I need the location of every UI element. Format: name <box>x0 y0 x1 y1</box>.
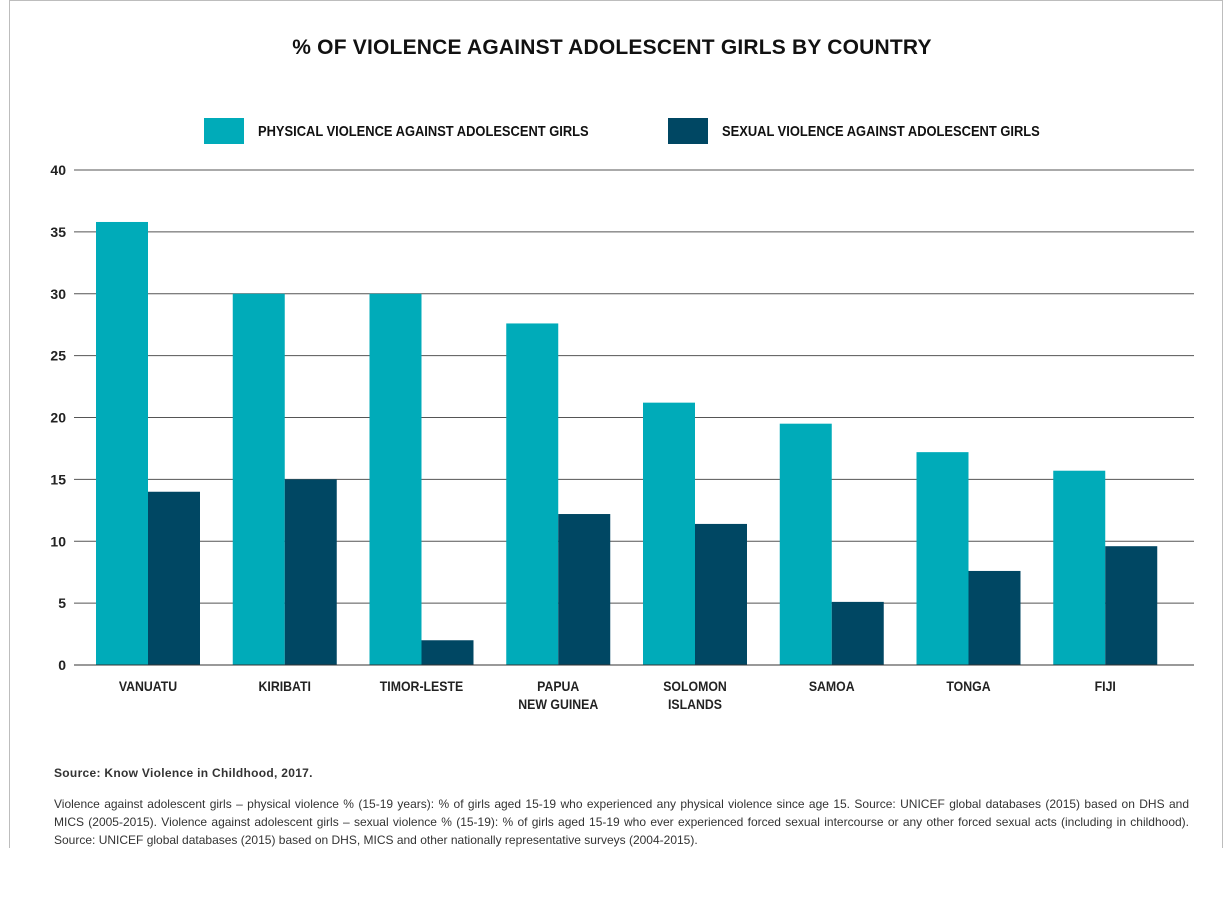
legend-swatch-sexual <box>668 118 708 144</box>
bar-chart: 0 5 10 15 20 25 30 35 40 VANUATU KIRIBATI TIMOR-LES… <box>50 162 1194 712</box>
chart-frame <box>9 0 1223 848</box>
y-tick-label: 40 <box>50 162 66 178</box>
x-tick-label: NEW GUINEA <box>518 696 598 712</box>
bar-physical <box>506 323 559 665</box>
bar-physical <box>1053 470 1106 665</box>
bar-sexual <box>148 491 200 665</box>
y-tick-label: 35 <box>50 224 66 240</box>
legend-label-sexual: SEXUAL VIOLENCE AGAINST ADOLESCENT GIRLS <box>722 122 1040 140</box>
bar-sexual <box>1105 546 1158 665</box>
x-tick-label: TIMOR-LESTE <box>380 678 464 694</box>
bar-sexual <box>695 523 747 665</box>
y-tick-label: 20 <box>50 410 66 426</box>
bar-sexual <box>558 514 611 665</box>
bar-physical <box>96 221 148 665</box>
bar-sexual <box>968 570 1021 665</box>
x-tick-label: KIRIBATI <box>259 678 311 694</box>
x-tick-label: FIJI <box>1095 678 1116 694</box>
bar-physical <box>916 452 969 665</box>
y-tick-label: 25 <box>50 348 66 364</box>
x-tick-label: TONGA <box>946 678 991 694</box>
bar-sexual <box>284 479 337 665</box>
bar-physical <box>779 423 832 665</box>
legend-item-physical: PHYSICAL VIOLENCE AGAINST ADOLESCENT GIR… <box>204 118 642 144</box>
x-tick-label: ISLANDS <box>668 696 722 712</box>
y-tick-label: 5 <box>58 595 66 611</box>
x-tick-label: SOLOMON <box>663 678 727 694</box>
bar-sexual <box>831 601 884 665</box>
x-tick-label: SAMOA <box>809 678 855 694</box>
y-tick-label: 0 <box>58 657 66 673</box>
bar-sexual <box>421 640 474 665</box>
legend-item-sexual: SEXUAL VIOLENCE AGAINST ADOLESCENT GIRLS <box>668 118 1091 144</box>
notes-paragraph: Violence against adolescent girls – phys… <box>54 797 1189 847</box>
bar-physical <box>643 402 695 665</box>
chart-title: % OF VIOLENCE AGAINST ADOLESCENT GIRLS B… <box>292 36 932 59</box>
x-tick-label: VANUATU <box>119 678 177 694</box>
x-tick-label: PAPUA <box>537 678 580 694</box>
y-tick-label: 15 <box>50 471 66 487</box>
source-line: Source: Know Violence in Childhood, 2017… <box>54 766 313 780</box>
bar-physical <box>232 293 285 665</box>
y-tick-label: 30 <box>50 286 66 302</box>
legend-label-physical: PHYSICAL VIOLENCE AGAINST ADOLESCENT GIR… <box>258 122 589 140</box>
bar-physical <box>369 293 422 665</box>
legend-swatch-physical <box>204 118 244 144</box>
y-tick-label: 10 <box>50 533 66 549</box>
